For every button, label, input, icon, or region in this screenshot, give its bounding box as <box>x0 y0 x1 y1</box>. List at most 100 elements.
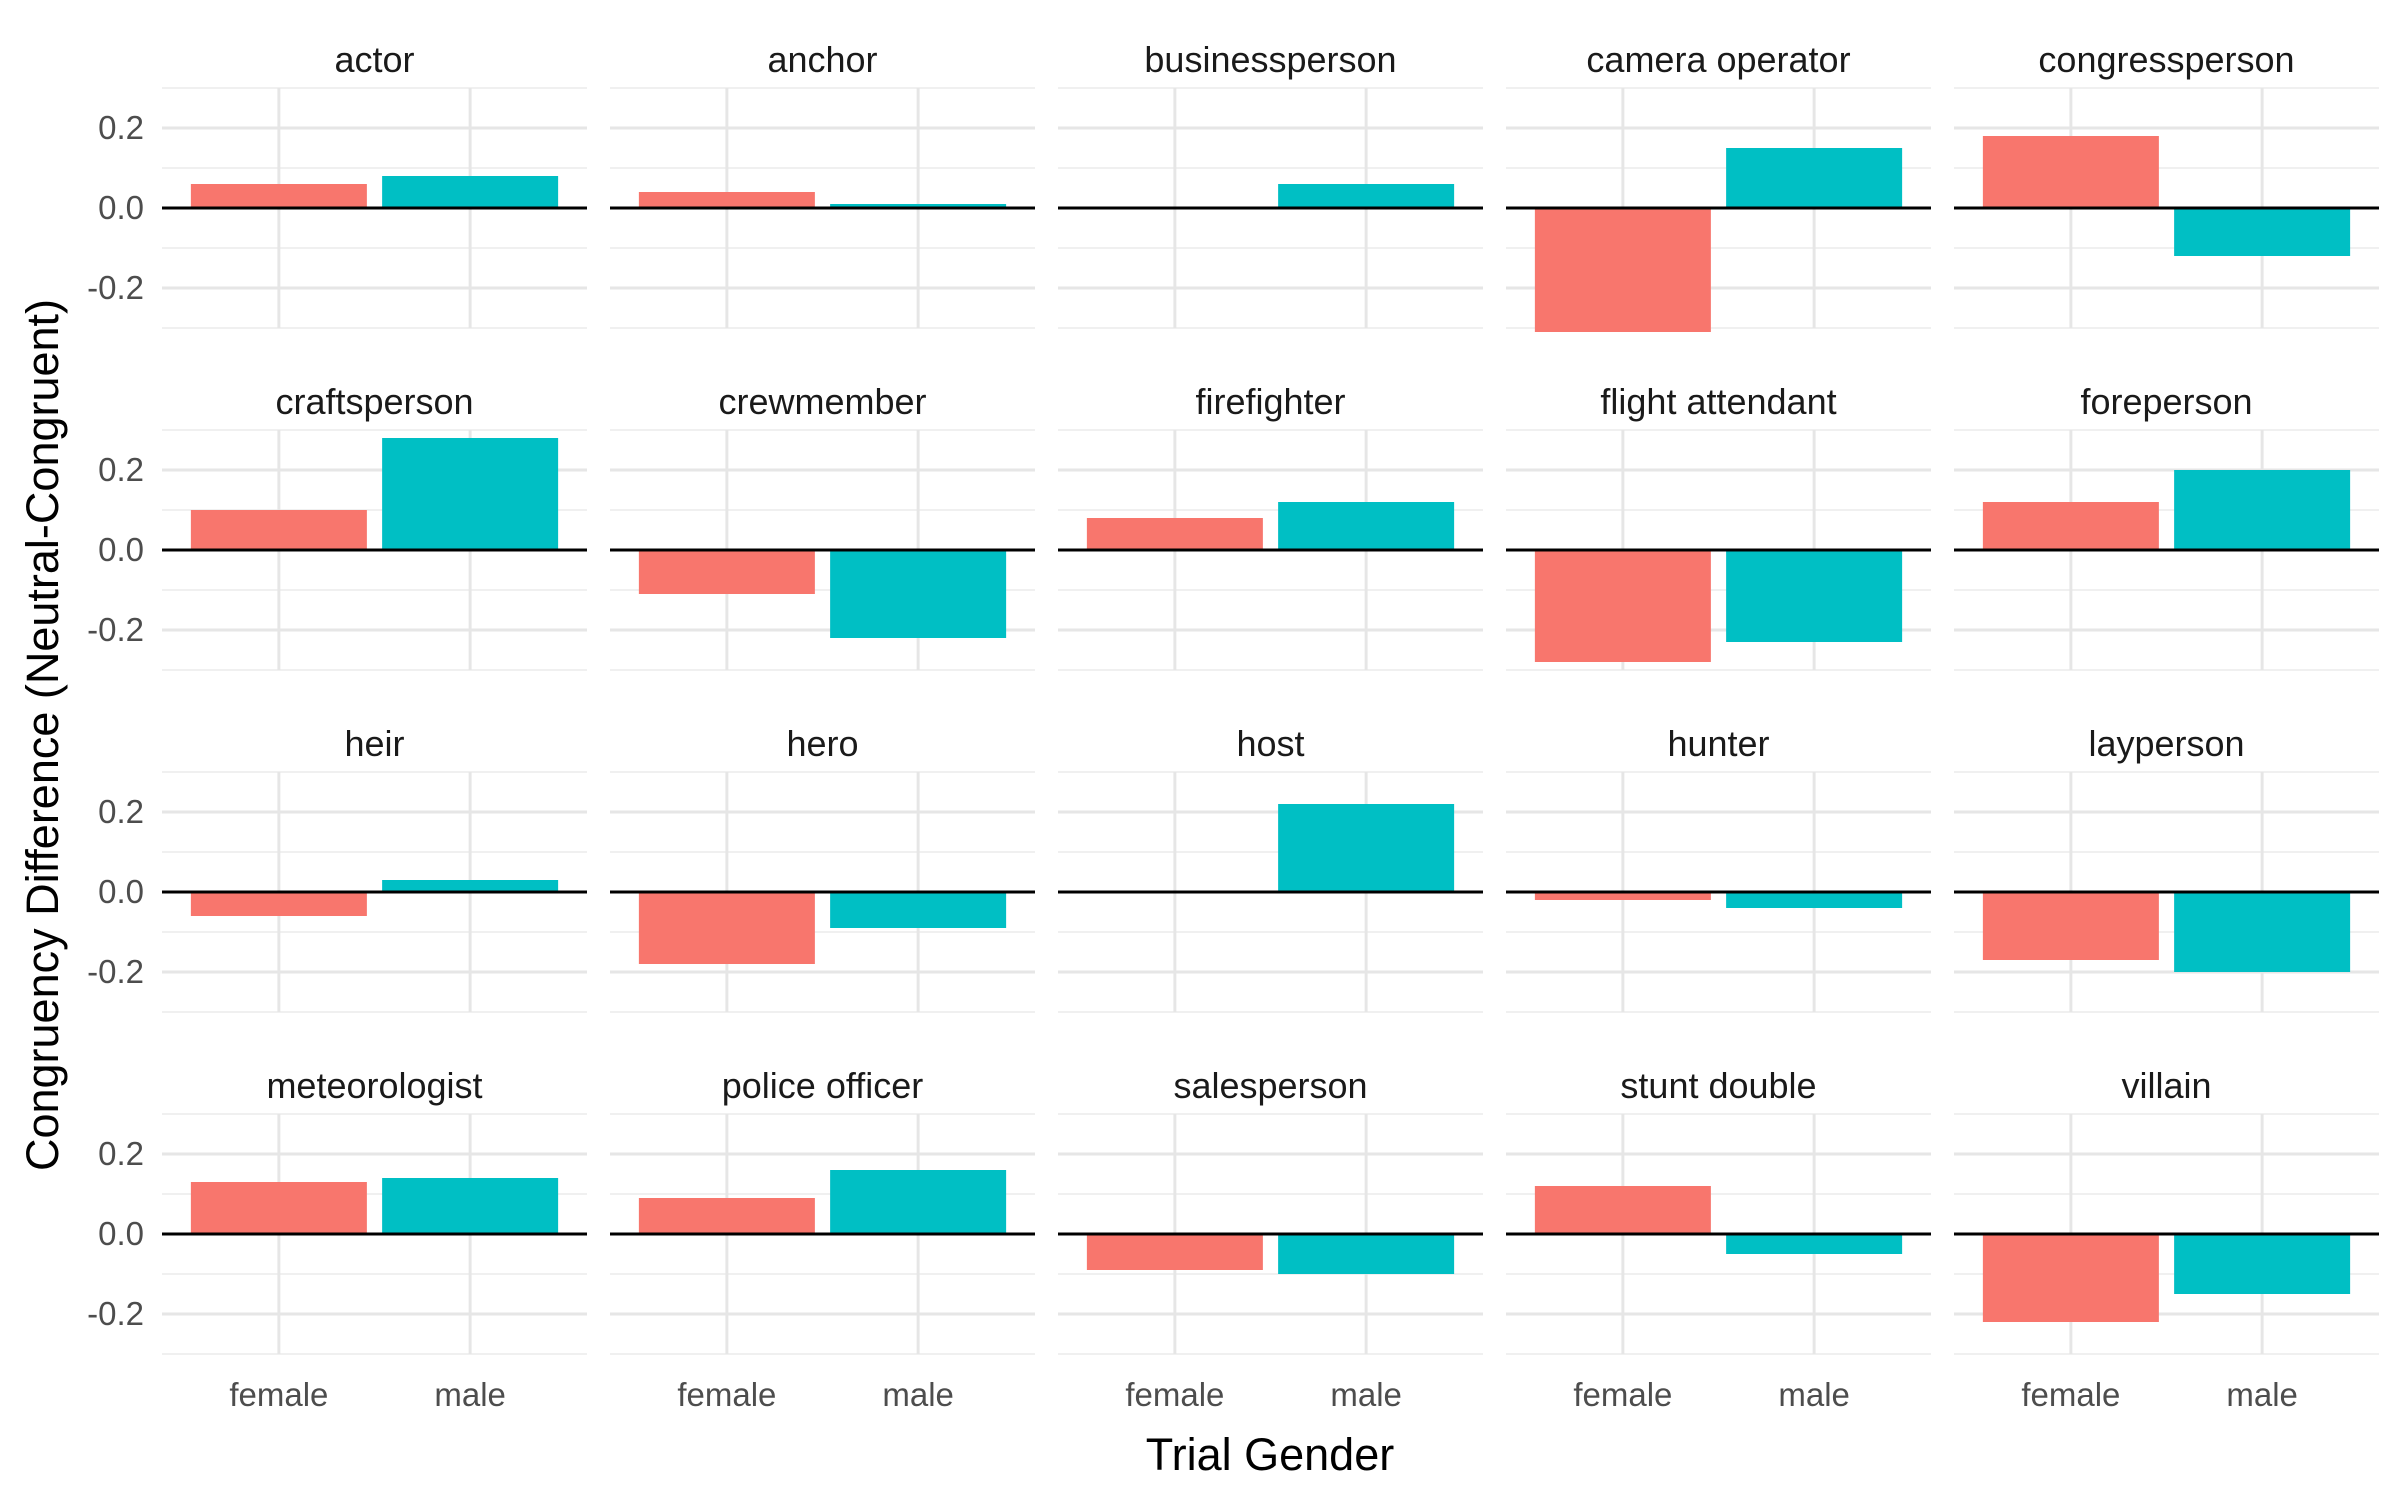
panel-layperson: layperson <box>1954 723 2379 1013</box>
bar-male <box>2174 470 2351 550</box>
panels-layer: actor -0.2 0.0 0.2 anchor businessperson camer… <box>87 39 2379 1413</box>
bar-male <box>382 880 559 892</box>
y-tick-label: 0.0 <box>98 189 144 226</box>
x-tick-label: male <box>1778 1376 1850 1413</box>
bar-female <box>1534 208 1711 332</box>
panel-title: crewmember <box>718 381 926 422</box>
y-tick-label: -0.2 <box>87 611 144 648</box>
bar-male <box>382 1178 559 1234</box>
x-tick-label: female <box>1125 1376 1224 1413</box>
x-tick-label: male <box>882 1376 954 1413</box>
panel-title: stunt double <box>1620 1065 1816 1106</box>
bar-male <box>1726 550 1903 642</box>
bar-female <box>1982 892 2159 960</box>
bar-female <box>190 1182 367 1234</box>
bar-female <box>1534 1186 1711 1234</box>
panel-stunt-double: stunt double female male <box>1506 1065 1931 1413</box>
panel-congressperson: congressperson <box>1954 39 2379 329</box>
bar-female <box>638 892 815 964</box>
panel-heir: heir -0.2 0.0 0.2 <box>87 723 587 1013</box>
x-tick-label: female <box>1573 1376 1672 1413</box>
bar-female <box>1982 1234 2159 1322</box>
bar-male <box>1726 1234 1903 1254</box>
bar-male <box>2174 892 2351 972</box>
bar-female <box>1086 518 1263 550</box>
bar-female <box>638 550 815 594</box>
panel-anchor: anchor <box>610 39 1035 329</box>
bar-female <box>190 892 367 916</box>
bar-male <box>2174 1234 2351 1294</box>
panel-host: host <box>1058 723 1483 1013</box>
y-tick-label: -0.2 <box>87 1295 144 1332</box>
y-tick-label: -0.2 <box>87 269 144 306</box>
panel-flight-attendant: flight attendant <box>1506 381 1931 671</box>
bar-male <box>830 1170 1007 1234</box>
y-axis-title: Congruency Difference (Neutral-Congruent… <box>17 299 68 1171</box>
x-tick-label: female <box>2021 1376 2120 1413</box>
bar-female <box>1086 1234 1263 1270</box>
panel-villain: villain female male <box>1954 1065 2379 1413</box>
panel-crewmember: crewmember <box>610 381 1035 671</box>
bar-male <box>1726 892 1903 908</box>
y-tick-label: 0.0 <box>98 873 144 910</box>
panel-businessperson: businessperson <box>1058 39 1483 329</box>
bar-male <box>382 438 559 550</box>
x-tick-label: male <box>434 1376 506 1413</box>
bar-male <box>1278 804 1455 892</box>
panel-title: businessperson <box>1144 39 1396 80</box>
panel-police-officer: police officer female male <box>610 1065 1035 1413</box>
panel-hero: hero <box>610 723 1035 1013</box>
panel-title: host <box>1236 723 1304 764</box>
bar-male <box>830 550 1007 638</box>
bar-male <box>1278 1234 1455 1274</box>
bar-male <box>1278 184 1455 208</box>
panel-title: villain <box>2121 1065 2211 1106</box>
bar-female <box>190 184 367 208</box>
bar-female <box>1534 892 1711 900</box>
y-tick-label: -0.2 <box>87 953 144 990</box>
panel-title: salesperson <box>1173 1065 1367 1106</box>
panel-title: firefighter <box>1195 381 1345 422</box>
bar-male <box>2174 208 2351 256</box>
panel-title: craftsperson <box>275 381 473 422</box>
panel-salesperson: salesperson female male <box>1058 1065 1483 1413</box>
bar-female <box>1534 550 1711 662</box>
panel-title: congressperson <box>2038 39 2294 80</box>
bar-female <box>638 1198 815 1234</box>
panel-title: police officer <box>722 1065 923 1106</box>
bar-male <box>1278 502 1455 550</box>
bar-female <box>638 192 815 208</box>
x-tick-label: male <box>1330 1376 1402 1413</box>
panel-craftsperson: craftsperson -0.2 0.0 0.2 <box>87 381 587 671</box>
panel-title: flight attendant <box>1600 381 1836 422</box>
bar-female <box>1982 136 2159 208</box>
panel-camera-operator: camera operator <box>1506 39 1931 332</box>
y-tick-label: 0.2 <box>98 109 144 146</box>
bar-male <box>830 892 1007 928</box>
panel-title: actor <box>334 39 414 80</box>
bar-female <box>190 510 367 550</box>
x-tick-label: female <box>229 1376 328 1413</box>
panel-title: hunter <box>1667 723 1769 764</box>
panel-title: anchor <box>767 39 877 80</box>
panel-title: foreperson <box>2080 381 2252 422</box>
x-tick-label: female <box>677 1376 776 1413</box>
panel-hunter: hunter <box>1506 723 1931 1013</box>
y-tick-label: 0.2 <box>98 451 144 488</box>
y-tick-label: 0.0 <box>98 531 144 568</box>
x-tick-label: male <box>2226 1376 2298 1413</box>
panel-actor: actor -0.2 0.0 0.2 <box>87 39 587 329</box>
panel-title: heir <box>344 723 404 764</box>
y-tick-label: 0.2 <box>98 1135 144 1172</box>
bar-male <box>1726 148 1903 208</box>
panel-title: hero <box>786 723 858 764</box>
x-axis-title: Trial Gender <box>1146 1429 1394 1480</box>
panel-foreperson: foreperson <box>1954 381 2379 671</box>
bar-female <box>1982 502 2159 550</box>
panel-title: meteorologist <box>266 1065 482 1106</box>
y-tick-label: 0.2 <box>98 793 144 830</box>
panel-firefighter: firefighter <box>1058 381 1483 671</box>
panel-title: layperson <box>2088 723 2244 764</box>
